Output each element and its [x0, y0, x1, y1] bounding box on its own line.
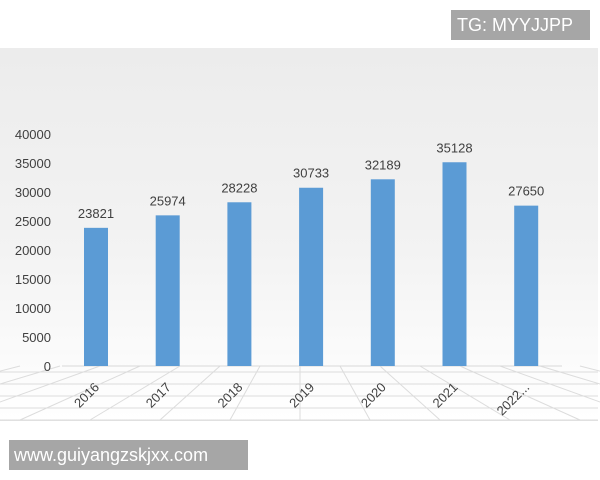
data-label: 35128: [436, 140, 472, 155]
bar: [155, 215, 180, 366]
floor-grid-line: [0, 365, 21, 372]
y-tick-label: 5000: [22, 330, 51, 345]
floor-grid-line: [379, 365, 441, 421]
floor-grid-line: [19, 365, 141, 421]
floor-grid-line: [89, 365, 181, 421]
x-tick-label: 2022...: [494, 380, 533, 419]
bar: [227, 202, 252, 366]
floor-grid-line: [499, 365, 600, 403]
bar: [514, 205, 539, 366]
floor-grid-line: [579, 365, 600, 372]
y-tick-label: 35000: [15, 156, 51, 171]
y-tick-label: 0: [44, 359, 51, 374]
data-label: 27650: [508, 184, 544, 199]
data-label: 23821: [78, 206, 114, 221]
bar: [370, 179, 395, 366]
y-tick-label: 40000: [15, 127, 51, 142]
tag-watermark: TG: MYYJJPP: [451, 10, 590, 40]
floor-grid-line: [419, 365, 511, 421]
floor-grid-line: [159, 365, 221, 421]
floor-grid-line: [339, 365, 371, 421]
data-label: 30733: [293, 166, 329, 181]
bar: [442, 162, 467, 366]
floor-grid-line: [539, 365, 600, 385]
y-tick-label: 25000: [15, 214, 51, 229]
y-tick-label: 20000: [15, 243, 51, 258]
data-label: 25974: [150, 193, 186, 208]
bar: [299, 187, 324, 366]
y-tick-label: 15000: [15, 272, 51, 287]
y-tick-label: 30000: [15, 185, 51, 200]
floor-grid-line: [459, 365, 581, 421]
data-label: 28228: [221, 180, 257, 195]
y-tick-label: 10000: [15, 301, 51, 316]
floor-grid-line: [229, 365, 261, 421]
data-label: 32189: [365, 157, 401, 172]
floor-grid-line: [0, 365, 101, 403]
bar: [84, 227, 108, 366]
site-watermark: www.guiyangzskjxx.com: [9, 440, 248, 470]
floor-grid-line: [0, 365, 61, 385]
